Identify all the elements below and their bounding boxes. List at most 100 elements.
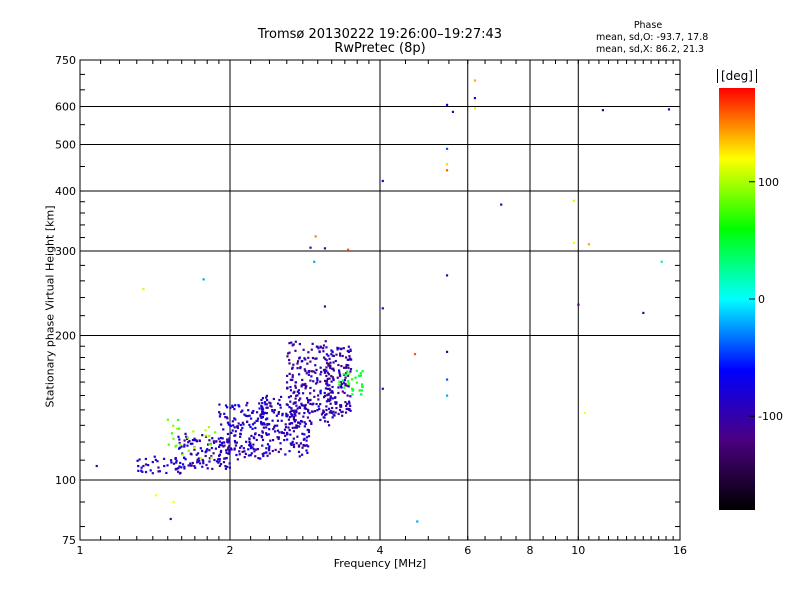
echo-point — [208, 443, 211, 446]
echo-point — [316, 381, 319, 384]
echo-point — [303, 407, 306, 410]
echo-point — [249, 446, 253, 450]
echo-point — [218, 457, 221, 461]
echo-point — [193, 465, 196, 468]
echo-point — [191, 438, 195, 442]
phase-box-line-o: mean, sd,O: -93.7, 17.8 — [596, 32, 709, 43]
echo-point — [262, 426, 265, 429]
echo-point — [338, 383, 341, 386]
echo-point — [217, 454, 221, 457]
echo-point — [341, 379, 344, 382]
echo-point — [265, 394, 269, 397]
echo-point — [178, 438, 181, 441]
echo-point — [285, 433, 289, 436]
echo-point — [327, 362, 330, 365]
echo-point — [251, 427, 254, 430]
echo-point — [208, 434, 211, 437]
echo-point — [249, 454, 252, 457]
echo-point — [323, 368, 326, 371]
echo-point — [220, 444, 223, 447]
echo-point — [339, 352, 342, 355]
echo-point — [271, 409, 274, 413]
echo-point — [309, 360, 312, 363]
echo-point — [245, 404, 248, 407]
echo-point — [331, 416, 334, 419]
echo-point — [329, 391, 332, 394]
echo-point — [218, 403, 221, 406]
echo-point — [151, 460, 154, 464]
echo-point — [178, 446, 182, 449]
echo-point — [329, 364, 332, 367]
echo-point — [311, 342, 314, 345]
echo-point — [226, 421, 230, 424]
echo-point — [328, 411, 331, 414]
echo-point — [227, 423, 230, 426]
echo-point — [258, 402, 261, 405]
echo-point — [312, 370, 315, 373]
echo-point — [258, 433, 261, 437]
echo-point — [273, 424, 276, 427]
echo-point — [235, 441, 238, 444]
echo-point — [340, 364, 343, 368]
echo-point — [183, 465, 186, 468]
echo-point — [324, 413, 327, 417]
echo-point — [325, 380, 329, 383]
echo-point — [183, 467, 186, 470]
y-tick-label: 200 — [55, 330, 76, 343]
echo-point — [174, 456, 177, 460]
echo-point — [314, 371, 317, 374]
echo-point — [289, 442, 292, 445]
echo-point — [268, 445, 271, 448]
echo-point — [261, 397, 264, 400]
echo-point — [351, 389, 354, 392]
echo-point — [163, 457, 166, 460]
echo-point — [280, 419, 283, 422]
echo-point — [187, 449, 190, 452]
echo-point — [254, 433, 257, 436]
echo-point — [231, 429, 234, 432]
echo-point — [325, 374, 328, 378]
echo-point — [311, 403, 314, 406]
echo-point — [251, 446, 254, 449]
echo-point — [291, 376, 294, 379]
echo-point — [302, 392, 305, 395]
chart-title: Tromsø 20130222 19:26:00–19:27:43 — [257, 27, 503, 42]
echo-point — [343, 391, 346, 395]
echo-point — [263, 411, 267, 414]
echo-point — [187, 441, 190, 444]
echo-point — [270, 405, 273, 408]
echo-point — [322, 409, 325, 412]
echo-point — [330, 380, 333, 383]
echo-point — [342, 366, 346, 369]
echo-point — [304, 405, 307, 408]
echo-point — [348, 408, 351, 411]
plot-frame — [79, 59, 681, 541]
echo-point — [265, 403, 268, 406]
echo-point — [304, 369, 307, 373]
echo-point — [265, 396, 268, 399]
echo-point — [177, 467, 180, 470]
echo-point — [310, 375, 313, 378]
echo-point — [248, 444, 251, 447]
echo-point — [238, 405, 241, 408]
echo-point — [261, 415, 265, 419]
echo-point — [345, 404, 348, 407]
echo-point — [176, 470, 180, 473]
echo-point — [292, 430, 295, 433]
echo-point — [445, 394, 449, 397]
echo-point — [300, 404, 304, 407]
echo-point — [280, 431, 283, 434]
echo-point — [278, 398, 281, 402]
echo-point — [326, 394, 329, 397]
echo-point — [239, 446, 242, 449]
echo-point — [304, 444, 307, 447]
echo-point — [294, 381, 297, 384]
echo-point — [347, 385, 350, 388]
echo-point — [249, 425, 252, 429]
echo-point — [295, 442, 298, 445]
echo-point — [289, 411, 292, 414]
echo-point — [221, 437, 224, 440]
echo-point — [175, 459, 178, 462]
echo-point — [137, 464, 140, 468]
echo-point — [256, 417, 260, 420]
